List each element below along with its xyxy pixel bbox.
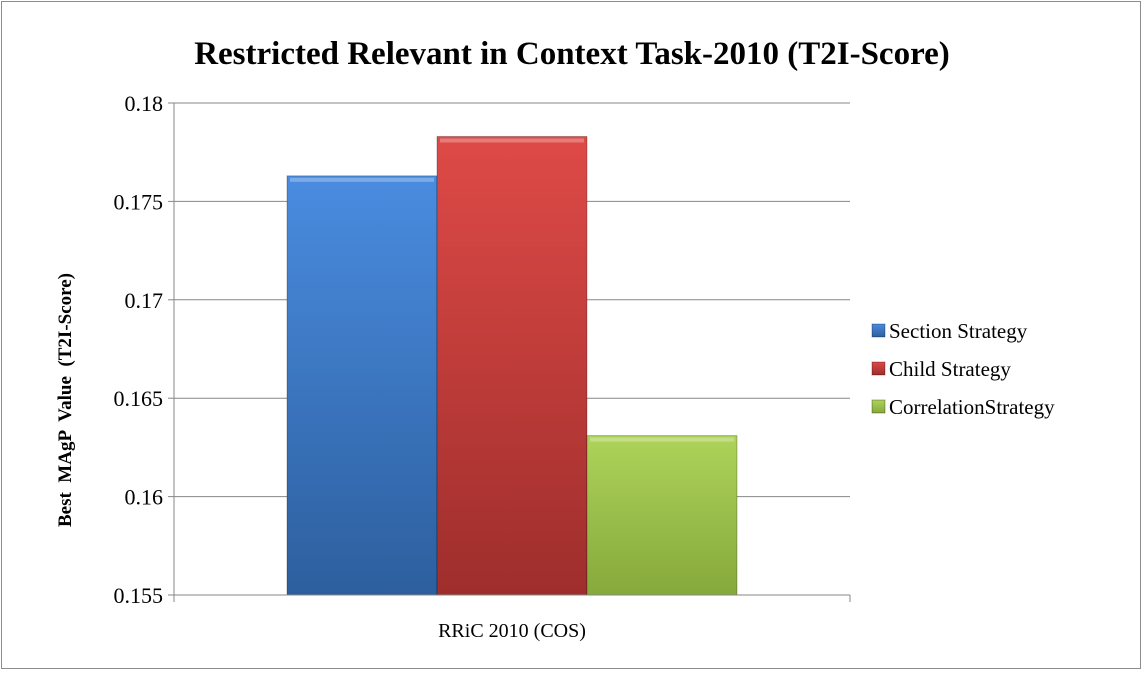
legend: Section Strategy Child Strategy Correlatio… (871, 319, 1055, 419)
bar-highlight (290, 177, 434, 182)
y-tick-label: 0.155 (114, 583, 164, 608)
bar-section-strategy (286, 175, 438, 596)
bar-correlationstrategy (586, 435, 738, 596)
chart-title: Restricted Relevant in Context Task-2010… (194, 36, 950, 72)
y-tick-label: 0.17 (125, 288, 164, 313)
y-tick-label: 0.165 (114, 386, 164, 411)
bar-highlight (590, 437, 734, 442)
y-tick-label: 0.16 (125, 485, 164, 510)
legend-label: CorrelationStrategy (889, 395, 1055, 419)
legend-swatch (871, 361, 886, 376)
y-tick-label: 0.175 (114, 189, 164, 214)
y-axis-ticks: 0.155 0.16 0.165 0.17 0.175 0.18 (114, 91, 174, 608)
x-tick-label: RRiC 2010 (COS) (438, 620, 586, 642)
legend-swatch (871, 323, 886, 338)
legend-swatch (871, 399, 886, 414)
legend-label: Section Strategy (889, 319, 1028, 343)
y-axis-label: Best MAgP Value (T2I-Score) (55, 273, 76, 527)
bar-highlight (440, 138, 584, 143)
legend-label: Child Strategy (889, 357, 1011, 381)
x-axis: RRiC 2010 (COS) (173, 103, 851, 642)
bars (286, 135, 738, 596)
y-tick-label: 0.18 (125, 91, 164, 116)
bar-child-strategy (436, 135, 588, 596)
